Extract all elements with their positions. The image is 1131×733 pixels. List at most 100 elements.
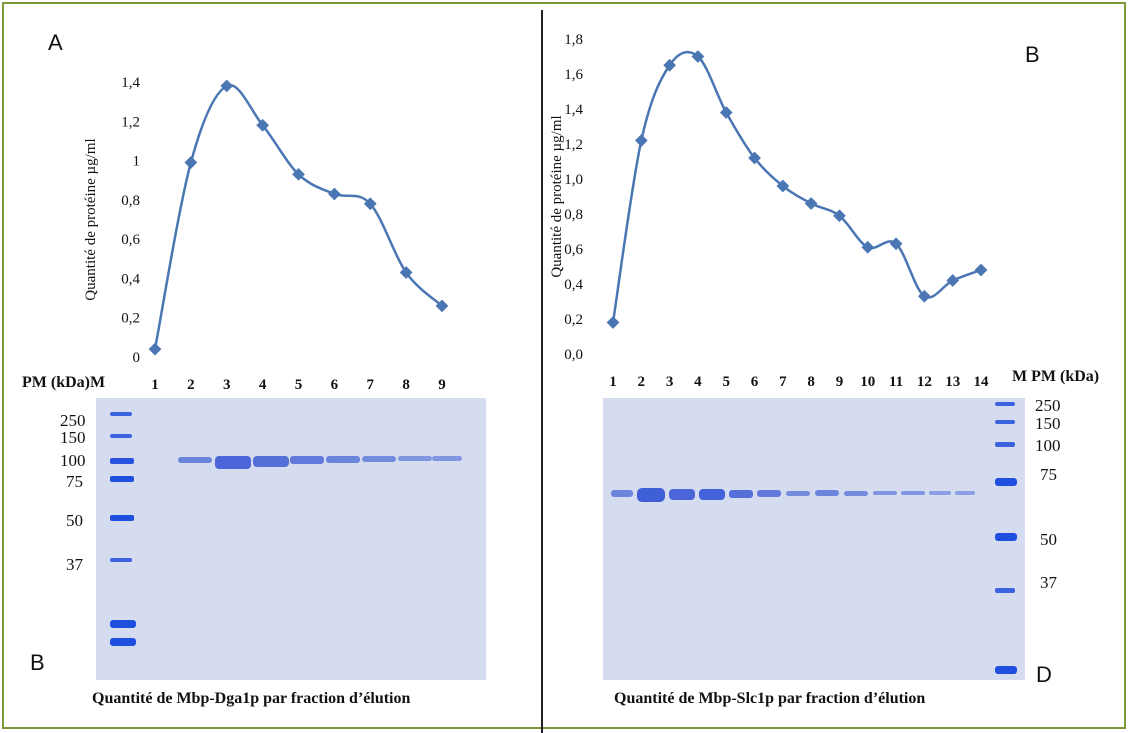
x-tick-label: 2 — [638, 374, 646, 390]
marker-band — [110, 515, 134, 521]
sample-band — [901, 491, 925, 495]
gel-right-sds-page — [603, 398, 1025, 680]
x-tick-label: 5 — [722, 374, 730, 390]
sample-band — [637, 488, 665, 502]
data-point — [292, 167, 305, 181]
data-point — [606, 316, 620, 329]
gel-left-mw-100: 100 — [60, 451, 86, 470]
x-tick-label: 3 — [666, 374, 674, 390]
sample-band — [729, 490, 753, 498]
gel-left-mw-250: 250 — [60, 411, 86, 430]
gel-right-mw-50: 50 — [1040, 530, 1057, 549]
data-point — [184, 156, 198, 169]
data-point — [889, 237, 903, 251]
marker-band — [110, 434, 132, 438]
sample-band — [398, 456, 432, 461]
sample-band — [215, 456, 251, 469]
gel-right-mw-37: 37 — [1040, 573, 1057, 592]
sample-band — [362, 456, 396, 462]
data-point — [719, 106, 733, 119]
x-tick-label: 7 — [367, 377, 375, 393]
y-tick-label: 1,8 — [564, 32, 583, 48]
gel-left-mw-37: 37 — [66, 555, 83, 574]
chart-b-elution-profile: 0,00,20,40,60,81,01,21,41,61,81 2 3 4 5 6 7 8 9 1… — [549, 32, 990, 390]
y-tick-label: 0,6 — [564, 242, 583, 258]
sample-band — [699, 489, 725, 500]
x-tick-label: 7 — [779, 374, 787, 390]
marker-band — [110, 458, 134, 464]
x-tick-label: 6 — [331, 377, 339, 393]
y-tick-label: 0,2 — [564, 312, 583, 328]
sample-band — [669, 489, 695, 500]
gel-right-mw-250: 250 — [1035, 396, 1061, 415]
data-point — [220, 79, 234, 93]
gel-right-caption: Quantité de Mbp-Slc1p par fraction d’élu… — [614, 690, 926, 707]
x-tick-label: 10 — [860, 374, 875, 390]
data-point — [663, 58, 676, 72]
gel-left-sds-page — [96, 398, 486, 680]
panel-letter-b-right: B — [1025, 42, 1040, 67]
sample-band — [955, 491, 975, 495]
marker-band — [995, 420, 1015, 424]
chart-a-elution-profile: 0 0,2 0,4 0,6 0,8 1 1,2 1,4 1 2 3 4 5 6 7 8 9 Quantité de… — [83, 75, 449, 393]
x-tick-label: 1 — [151, 377, 159, 393]
y-axis-label: Quantité de protéine µg/ml — [83, 138, 99, 300]
sample-band — [253, 456, 289, 467]
x-tick-label: 3 — [223, 377, 231, 393]
gel-right-mw-75: 75 — [1040, 465, 1057, 484]
x-tick-label: 4 — [259, 377, 267, 393]
data-point — [148, 342, 162, 356]
gel-right-pm-header: PM (kDa) — [1031, 368, 1100, 385]
x-tick-label: 11 — [889, 374, 903, 390]
sample-band — [326, 456, 360, 463]
marker-band — [110, 620, 136, 628]
y-tick-label: 1 — [133, 154, 141, 170]
gel-left-pm-header: PM (kDa) — [22, 374, 90, 391]
x-tick-label: 12 — [917, 374, 932, 390]
marker-band — [110, 638, 136, 646]
x-tick-label: 2 — [187, 377, 195, 393]
marker-band — [995, 478, 1017, 486]
gel-left-caption: Quantité de Mbp-Dga1p par fraction d’élu… — [92, 690, 411, 707]
x-tick-label: 13 — [945, 374, 960, 390]
y-tick-label: 0,2 — [121, 311, 140, 327]
y-tick-label: 0,6 — [121, 232, 140, 248]
gel-left-mw-50: 50 — [66, 511, 83, 530]
y-tick-label: 0,8 — [564, 207, 583, 223]
data-point — [363, 197, 377, 211]
y-tick-label: 1,6 — [564, 67, 583, 83]
gel-left-mw-150: 150 — [60, 428, 86, 447]
x-tick-label: 14 — [974, 374, 990, 390]
sample-band — [611, 490, 633, 497]
x-tick-label: 6 — [751, 374, 759, 390]
sample-band — [815, 490, 839, 496]
sample-band — [178, 457, 212, 463]
marker-band — [995, 666, 1017, 674]
marker-band — [110, 476, 134, 482]
sample-band — [432, 456, 462, 461]
y-tick-label: 0,8 — [121, 193, 140, 209]
gel-right-mw-150: 150 — [1035, 414, 1061, 433]
data-point — [435, 299, 449, 313]
x-tick-label: 1 — [609, 374, 617, 390]
gel-left-marker-lane-label: M — [89, 374, 106, 391]
x-tick-label: 8 — [807, 374, 815, 390]
y-tick-label: 1,0 — [564, 172, 583, 188]
marker-band — [110, 412, 132, 416]
marker-band — [110, 558, 132, 562]
sample-band — [844, 491, 868, 496]
y-tick-label: 0,4 — [564, 277, 583, 293]
marker-band — [995, 402, 1015, 406]
gel-right-mw-100: 100 — [1035, 436, 1061, 455]
x-tick-label: 4 — [694, 374, 702, 390]
x-tick-label: 9 — [836, 374, 844, 390]
data-point — [776, 179, 790, 193]
sample-band — [757, 490, 781, 497]
marker-band — [995, 442, 1015, 447]
y-tick-label: 1,2 — [121, 114, 140, 130]
y-axis-label: Quantité de protéine µg/ml — [549, 115, 565, 277]
y-tick-label: 0 — [133, 350, 141, 366]
data-point — [974, 263, 988, 277]
marker-band — [995, 533, 1017, 541]
